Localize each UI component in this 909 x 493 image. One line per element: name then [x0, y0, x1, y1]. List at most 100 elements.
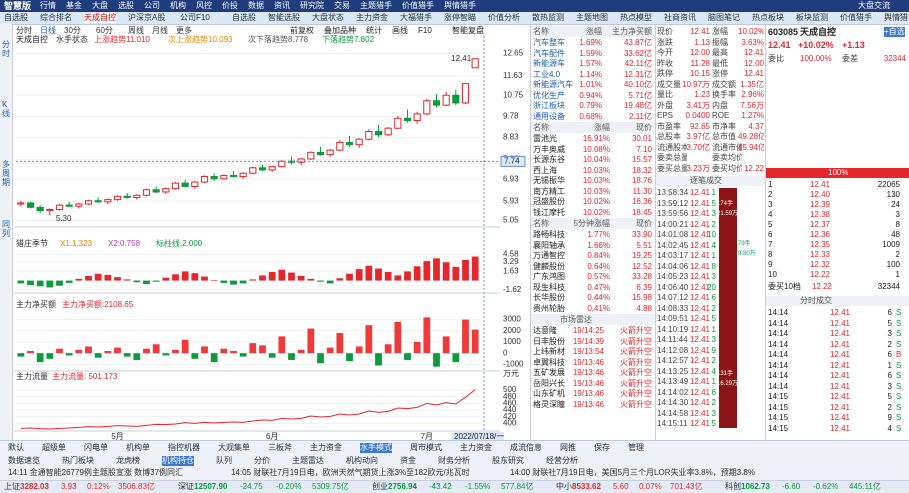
menu-item[interactable]: 研究院: [300, 1, 324, 10]
period-button[interactable]: 日线: [40, 26, 56, 35]
menu-item[interactable]: 数据: [248, 1, 264, 10]
tab[interactable]: 舆情猎手: [884, 13, 909, 22]
news-item[interactable]: 14:05 财联社7月19日电，欧洲天然气期货上涨3%至182欧元/兆瓦时: [231, 468, 470, 477]
info-tab[interactable]: 机构动向: [346, 456, 378, 465]
list-cell[interactable]: 冠盛股份: [533, 197, 565, 206]
list-cell[interactable]: 西上海: [533, 165, 557, 175]
info-tab[interactable]: 财务分析: [438, 456, 470, 465]
chart-tab[interactable]: 机构单: [126, 443, 150, 452]
list-cell[interactable]: 万通智控: [533, 251, 565, 260]
list-cell[interactable]: 达意隆: [533, 326, 557, 335]
info-tab[interactable]: 分价: [254, 456, 270, 465]
info-tab[interactable]: 股东研究: [492, 456, 524, 465]
list-cell[interactable]: 新能源汽车: [533, 80, 573, 89]
menu-item[interactable]: 资讯: [274, 1, 290, 10]
list-cell[interactable]: 岳阳兴长: [533, 378, 565, 388]
tool-button[interactable]: 统计: [366, 26, 382, 35]
list-cell[interactable]: 健麟股份: [533, 261, 565, 271]
menu-item[interactable]: 舆情猎手: [444, 1, 476, 10]
info-tab[interactable]: 热门板块: [62, 456, 94, 465]
tool-button[interactable]: 叠加品种: [324, 26, 356, 35]
side-tool[interactable]: 分时: [2, 40, 10, 58]
menu-item[interactable]: 选股: [118, 1, 134, 10]
menu-item[interactable]: 基金: [66, 1, 82, 10]
info-tab[interactable]: 资金: [400, 456, 416, 465]
tab[interactable]: 热点模型: [620, 13, 652, 22]
menu-item[interactable]: 行情: [40, 1, 56, 10]
list-cell[interactable]: 钱江摩托: [533, 207, 565, 217]
period-button[interactable]: 60分: [96, 26, 113, 35]
list-cell[interactable]: 万丰奥威: [533, 144, 565, 154]
side-tool[interactable]: K线: [2, 100, 10, 118]
period-button[interactable]: 30分: [64, 26, 81, 35]
info-tab[interactable]: 经营分析: [546, 456, 578, 465]
list-cell[interactable]: 襄阳轴承: [533, 240, 565, 250]
tab[interactable]: 智能选股: [268, 13, 300, 22]
list-cell[interactable]: 五矿发展: [533, 368, 565, 377]
period-button[interactable]: 月线: [152, 26, 168, 35]
info-tab[interactable]: 主题雷达: [292, 456, 324, 465]
chart-tab[interactable]: 主力资金: [460, 443, 492, 452]
chart-tab[interactable]: 闪电单: [84, 443, 108, 452]
tool-button[interactable]: 智能复盘: [452, 26, 484, 35]
list-cell[interactable]: 浙江板块: [533, 101, 565, 110]
tab[interactable]: 脑图笔记: [708, 13, 740, 22]
tab[interactable]: 板块监测: [796, 13, 828, 22]
list-cell[interactable]: 山东矿机: [533, 389, 565, 398]
tab[interactable]: 社商资讯: [664, 13, 696, 22]
list-cell[interactable]: 无锡振华: [533, 176, 565, 185]
tab[interactable]: 价值分析: [488, 13, 520, 22]
chart-tab[interactable]: 周市模式: [410, 443, 442, 452]
list-cell[interactable]: 汽车整车: [533, 38, 565, 47]
chart-tab[interactable]: 保存: [594, 443, 610, 452]
menu-item[interactable]: 交易: [334, 1, 350, 10]
list-cell[interactable]: 优化生产: [533, 90, 565, 100]
chart-tab[interactable]: 超级单: [42, 443, 66, 452]
list-cell[interactable]: 路畅科技: [533, 230, 565, 239]
chart-tab[interactable]: 三板斧: [268, 443, 292, 452]
menu-item[interactable]: 价值猎手: [402, 1, 434, 10]
tab[interactable]: 大福猎手: [400, 13, 432, 22]
tool-button[interactable]: 画线: [392, 26, 408, 35]
list-cell[interactable]: 新能源车: [533, 59, 565, 68]
tab[interactable]: 天成自控: [84, 13, 116, 23]
chart-tab[interactable]: 水手模式: [360, 443, 392, 453]
list-cell[interactable]: 贵州轮胎: [533, 303, 565, 313]
tab[interactable]: 自选股: [232, 13, 256, 22]
info-tab[interactable]: 队列: [216, 456, 232, 465]
side-tool[interactable]: 多周期: [2, 160, 10, 187]
side-tool[interactable]: 同列: [2, 220, 10, 238]
tab[interactable]: 散热监测: [532, 13, 564, 22]
tab[interactable]: 价值猎手: [840, 13, 872, 22]
news-item[interactable]: 14:11 金通智能26779例主题股宣涨 数博37例同汇: [8, 468, 184, 477]
tab[interactable]: 沪深京A股: [128, 13, 166, 22]
info-tab[interactable]: 数据速览: [8, 456, 40, 465]
tab[interactable]: 主题地图: [576, 13, 608, 22]
info-tab[interactable]: 龙虎榜: [116, 456, 140, 465]
chart-tab[interactable]: 默认: [8, 443, 24, 452]
news-item[interactable]: 14:00 财联社7月19日电，美国5月三个月LOR失业率3.8%，预期3.8%: [510, 468, 755, 477]
menu-item[interactable]: 风控: [196, 1, 212, 10]
list-cell[interactable]: 通用设备: [533, 111, 565, 121]
tab[interactable]: 大盘状态: [312, 13, 344, 22]
list-cell[interactable]: 卓翼科技: [533, 357, 565, 367]
chart-tab[interactable]: 大观集单: [218, 443, 250, 452]
menu-button[interactable]: 大盘交流: [858, 1, 890, 10]
list-cell[interactable]: 现生科技: [533, 282, 565, 292]
menu-item[interactable]: 主题猎手: [360, 1, 392, 10]
chart-tab[interactable]: 主力资金: [310, 443, 342, 452]
menu-item[interactable]: 公司: [144, 1, 160, 10]
chart-tab[interactable]: 管理: [628, 443, 644, 452]
chart-tab[interactable]: 成流信息: [510, 443, 542, 452]
list-cell[interactable]: 广东鸿图: [533, 272, 565, 281]
list-cell[interactable]: 长源东谷: [533, 155, 565, 164]
period-button[interactable]: 分时: [16, 26, 32, 35]
list-cell[interactable]: 南方精工: [533, 186, 565, 196]
tab[interactable]: 热点板块: [752, 13, 784, 22]
tool-button[interactable]: 前复权: [290, 26, 314, 35]
list-cell[interactable]: 日丰股份: [533, 336, 565, 346]
list-cell[interactable]: 工业4.0: [533, 69, 561, 79]
list-cell[interactable]: 格灵深瞳: [533, 399, 565, 409]
tab[interactable]: 公司F10: [180, 13, 210, 22]
tab[interactable]: 综合排名: [40, 13, 72, 22]
